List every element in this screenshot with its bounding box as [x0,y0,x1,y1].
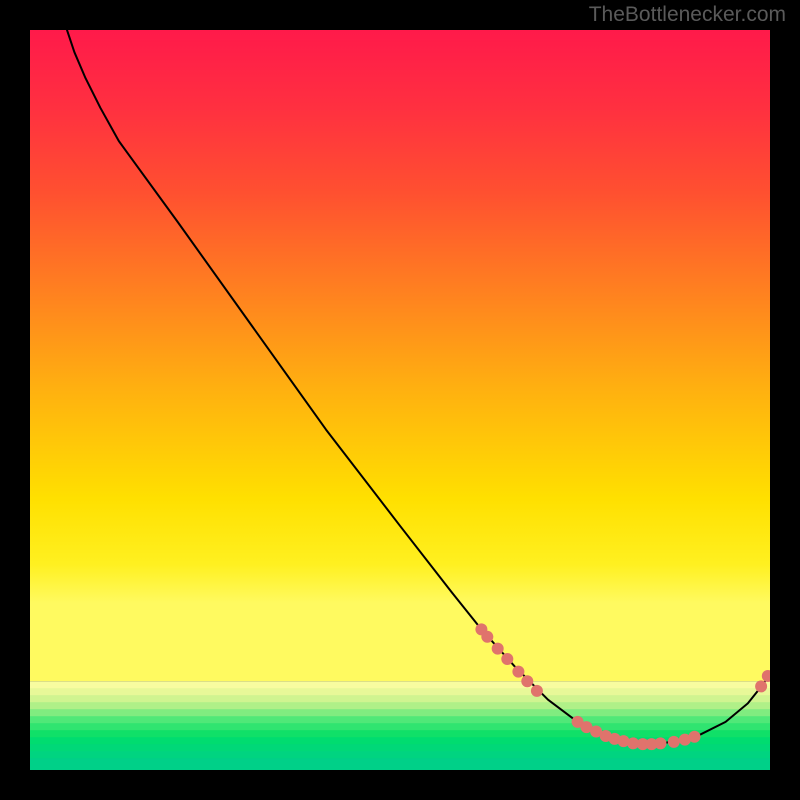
chart-svg [30,30,770,770]
watermark-text: TheBottlenecker.com [589,3,786,27]
bottleneck-chart [30,30,770,770]
